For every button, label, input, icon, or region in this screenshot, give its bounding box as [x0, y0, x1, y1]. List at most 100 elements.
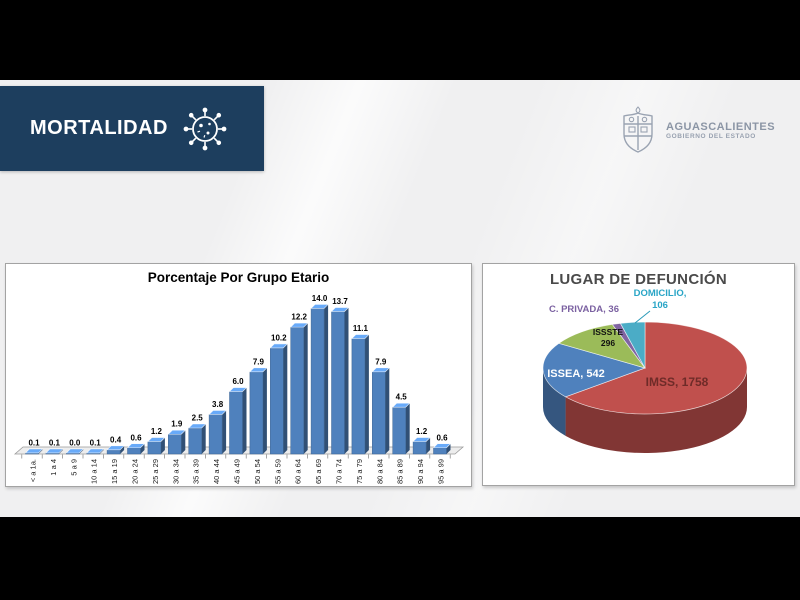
bar-value-label: 3.8: [212, 400, 224, 409]
slide-content: MORTALIDAD: [0, 80, 800, 517]
bar-category-label: 55 a 59: [273, 459, 282, 484]
bar-chart-title: Porcentaje Por Grupo Etario: [147, 270, 330, 285]
bar-side: [324, 304, 329, 454]
bar-top: [147, 437, 166, 442]
bar-front: [229, 391, 243, 455]
bar-value-label: 4.5: [396, 393, 408, 402]
bar-category-label: 25 a 29: [151, 459, 160, 484]
pie-slice-domicilio: [619, 321, 646, 369]
bar-column: [289, 322, 309, 455]
bar-category-label: 5 a 9: [69, 459, 78, 476]
pie-rim-imss: [565, 368, 747, 454]
bar-value-label: 0.0: [69, 439, 81, 448]
bar-top: [24, 448, 44, 454]
pie-label-domicilio-value: 106: [652, 300, 668, 311]
pie-chart: [542, 310, 748, 454]
bar-value-label: 12.2: [291, 313, 307, 322]
pie-chart-panel: LUGAR DE DEFUNCIÓN IMSS, 1758 ISSEA, 542…: [482, 263, 795, 486]
bar-top: [310, 304, 329, 309]
bar-side: [181, 430, 186, 454]
bar-value-label: 14.0: [312, 294, 328, 303]
bar-front: [188, 427, 202, 455]
bar-column: [85, 448, 105, 455]
bar-top: [249, 367, 268, 373]
bar-value-label: 13.7: [332, 297, 348, 306]
bar-category-label: 20 a 24: [131, 459, 140, 484]
bar-side: [201, 424, 206, 454]
bar-column: [208, 410, 227, 455]
bar-side: [262, 367, 267, 454]
bar-value-label: 7.9: [375, 357, 387, 366]
bar-top: [208, 410, 227, 415]
bar-column: [412, 437, 431, 455]
bar-top: [351, 334, 370, 339]
bar-category-label: 30 a 34: [171, 459, 180, 484]
bar-column: [187, 423, 207, 455]
bar-column: [65, 448, 85, 455]
bar-column: [330, 307, 350, 455]
bar-value-label: 1.2: [416, 427, 428, 436]
bar-column: [24, 448, 44, 455]
bar-category-label: 95 a 99: [437, 459, 446, 484]
bar-category-label: 35 a 39: [192, 459, 201, 484]
bar-category-label: 60 a 64: [294, 459, 303, 484]
bar-front: [372, 371, 386, 455]
bar-top: [106, 445, 125, 451]
bar-side: [222, 410, 227, 454]
bar-side: [140, 443, 145, 454]
bar-value-label: 0.1: [90, 438, 102, 447]
bar-category-label: 85 a 89: [396, 459, 405, 484]
bar-category-label: 80 a 84: [375, 459, 384, 484]
bar-chart: 0.1 < a 1a. 0.1 1 a 4 0.0 5 a 9 0.1 10 a 14 0.4 1…: [13, 294, 465, 484]
bar-category-label: 40 a 44: [212, 459, 221, 484]
bar-front: [433, 447, 447, 455]
bar-side: [385, 367, 390, 454]
bar-column: [391, 402, 411, 455]
bar-front: [147, 441, 162, 455]
pie-label-domicilio: DOMICILIO, 106: [628, 288, 692, 312]
bar-column: [126, 443, 146, 455]
bar-front: [310, 308, 325, 455]
pie-label-issste-value: 296: [600, 338, 616, 348]
bar-top: [85, 448, 105, 454]
bar-front: [351, 338, 366, 455]
bar-top: [289, 322, 309, 328]
bar-front: [106, 449, 121, 455]
pie-label-domicilio-name: DOMICILIO,: [633, 288, 687, 299]
pie-slice-issste: [558, 324, 646, 369]
pie-slice-imss: [564, 321, 748, 415]
bar-side: [405, 403, 410, 454]
bar-side: [426, 437, 431, 454]
bar-side: [120, 445, 125, 454]
coat-of-arms-icon: [623, 106, 653, 153]
bar-front: [270, 347, 284, 455]
bar-top: [187, 423, 207, 429]
bar-top: [412, 437, 431, 442]
bar-column: [310, 304, 329, 455]
bar-top: [371, 367, 391, 373]
logo-subtitle: GOBIERNO DEL ESTADO: [666, 133, 756, 141]
bar-column: [269, 343, 289, 455]
bar-value-label: 0.1: [49, 438, 61, 447]
bar-category-label: 1 a 4: [49, 459, 58, 476]
bar-side: [160, 437, 165, 454]
bar-chart-panel: Porcentaje Por Grupo Etario 0.1 < a 1a. 0.…: [5, 263, 472, 487]
bar-front: [290, 326, 304, 455]
bar-value-label: 0.6: [130, 433, 142, 442]
pie-label-issste-name: ISSSTE: [592, 327, 624, 337]
bar-category-label: < a 1a.: [29, 459, 38, 482]
bar-column: [228, 387, 248, 455]
bar-category-label: 65 a 69: [314, 459, 323, 484]
bar-column: [432, 443, 452, 455]
bar-column: [45, 448, 64, 455]
bar-top: [228, 387, 248, 392]
bar-top: [330, 307, 350, 312]
bar-category-label: 70 a 74: [335, 459, 344, 484]
pie-slice-issea: [542, 342, 647, 398]
logo-text: AGUASCALIENTES GOBIERNO DEL ESTADO: [666, 121, 775, 140]
bar-front: [249, 371, 264, 455]
bar-column: [167, 429, 187, 455]
pie-label-cprivada: C. PRIVADA, 36: [548, 304, 619, 315]
bar-value-label: 6.0: [232, 377, 244, 386]
